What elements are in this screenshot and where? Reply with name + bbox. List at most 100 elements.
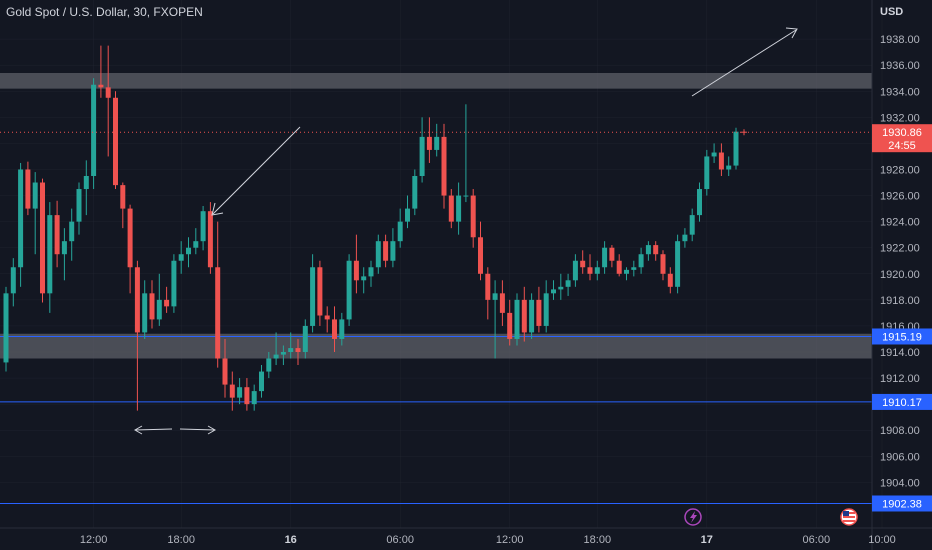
candle-body-down bbox=[580, 260, 586, 268]
candle-body-down bbox=[229, 384, 235, 398]
candle-body-down bbox=[134, 267, 140, 333]
candle-body-up bbox=[266, 358, 272, 372]
candle-body-up bbox=[558, 286, 564, 290]
candle-body-up bbox=[529, 299, 535, 333]
candle-body-down bbox=[353, 260, 359, 281]
level-price-tag bbox=[872, 393, 932, 410]
candle-body-up bbox=[32, 182, 38, 209]
price-tick-label: 1928.00 bbox=[880, 164, 920, 176]
candle-body-up bbox=[689, 215, 695, 235]
price-tick-label: 1936.00 bbox=[880, 60, 920, 72]
candle-body-up bbox=[631, 267, 637, 270]
price-zone bbox=[0, 333, 872, 359]
price-tick-label: 1924.00 bbox=[880, 217, 920, 229]
flash-event-icon[interactable] bbox=[684, 508, 702, 526]
price-tick-label: 1926.00 bbox=[880, 191, 920, 203]
candle-body-up bbox=[76, 189, 82, 222]
candle-body-up bbox=[91, 84, 97, 176]
zones bbox=[0, 73, 872, 359]
arrow-head bbox=[785, 27, 798, 39]
last-price-line bbox=[0, 129, 872, 136]
arrow-line bbox=[691, 29, 797, 97]
candle-body-up bbox=[375, 241, 381, 268]
candle-body-down bbox=[127, 208, 133, 268]
price-tick-label: 1904.00 bbox=[880, 477, 920, 489]
candle-body-up bbox=[551, 289, 556, 294]
arrow-head bbox=[133, 425, 143, 435]
price-tick-label: 1918.00 bbox=[880, 295, 920, 307]
price-tick-label: 1908.00 bbox=[880, 425, 920, 437]
candle-body-down bbox=[222, 358, 228, 385]
candle-body-up bbox=[171, 260, 177, 307]
candle-body-down bbox=[667, 273, 673, 287]
candle-body-up bbox=[178, 254, 184, 261]
candle-body-up bbox=[733, 131, 739, 166]
candle-body-up bbox=[18, 169, 24, 268]
candle-body-up bbox=[193, 241, 199, 248]
candle-body-up bbox=[624, 269, 629, 274]
candle-body-up bbox=[339, 319, 345, 339]
arrow-line bbox=[212, 126, 301, 215]
candle-body-down bbox=[149, 293, 155, 320]
arrow-line bbox=[134, 428, 173, 431]
candle-body-down bbox=[40, 182, 45, 294]
countdown-label: 24:55 bbox=[888, 140, 916, 152]
candle-body-up bbox=[397, 221, 403, 242]
candle-body-up bbox=[310, 267, 316, 326]
candle-body-down bbox=[113, 97, 118, 186]
candle-body-down bbox=[98, 84, 104, 88]
drawing-annotations bbox=[133, 27, 798, 435]
price-tick-label: 1934.00 bbox=[880, 86, 920, 98]
candle-body-down bbox=[295, 348, 301, 352]
level-price-label: 1902.38 bbox=[882, 498, 922, 510]
candle-body-up bbox=[200, 211, 206, 242]
candle-body-up bbox=[419, 136, 425, 176]
candle-body-up bbox=[565, 280, 571, 287]
candle-body-up bbox=[463, 195, 469, 197]
candle-body-down bbox=[441, 136, 447, 196]
last-price-tag bbox=[872, 124, 932, 153]
candle-body-up bbox=[251, 391, 257, 405]
candle-body-up bbox=[682, 234, 688, 242]
candle-body-down bbox=[616, 260, 622, 274]
time-tick-label: 16 bbox=[285, 534, 297, 546]
candle-body-down bbox=[587, 267, 593, 274]
time-tick-label: 12:00 bbox=[80, 534, 108, 546]
candle-body-down bbox=[54, 215, 60, 255]
candle-body-down bbox=[426, 136, 432, 150]
level-price-tag bbox=[872, 328, 932, 345]
candle-body-up bbox=[697, 189, 702, 216]
candle-body-down bbox=[120, 185, 126, 209]
time-tick-label: 17 bbox=[701, 534, 713, 546]
candle-body-down bbox=[660, 254, 666, 274]
price-zone bbox=[0, 73, 872, 89]
candle-body-down bbox=[653, 245, 659, 255]
candle-body-down bbox=[207, 211, 213, 268]
candle-body-up bbox=[47, 215, 53, 294]
candle-body-down bbox=[470, 195, 476, 238]
candle-body-down bbox=[536, 299, 542, 326]
candle-body-up bbox=[288, 348, 294, 352]
price-tick-label: 1912.00 bbox=[880, 373, 920, 385]
candle-body-down bbox=[478, 237, 483, 274]
candle-body-up bbox=[412, 176, 418, 209]
candle-body-down bbox=[521, 299, 527, 333]
candles bbox=[3, 45, 739, 411]
candle-body-up bbox=[390, 241, 396, 261]
time-tick-label: 18:00 bbox=[584, 534, 612, 546]
candle-body-down bbox=[244, 387, 250, 405]
time-tick-label: 10:00 bbox=[868, 534, 896, 546]
candle-body-up bbox=[346, 260, 352, 320]
level-price-label: 1910.17 bbox=[882, 397, 922, 409]
us-flag-event-icon[interactable] bbox=[840, 508, 858, 526]
event-icons[interactable] bbox=[684, 508, 858, 526]
candle-body-down bbox=[164, 299, 170, 307]
candle-body-up bbox=[156, 299, 162, 320]
candle-body-up bbox=[186, 247, 191, 255]
arrow-head bbox=[211, 202, 224, 216]
candle-body-down bbox=[317, 267, 323, 316]
price-tick-label: 1906.00 bbox=[880, 451, 920, 463]
currency-label: USD bbox=[880, 6, 903, 18]
